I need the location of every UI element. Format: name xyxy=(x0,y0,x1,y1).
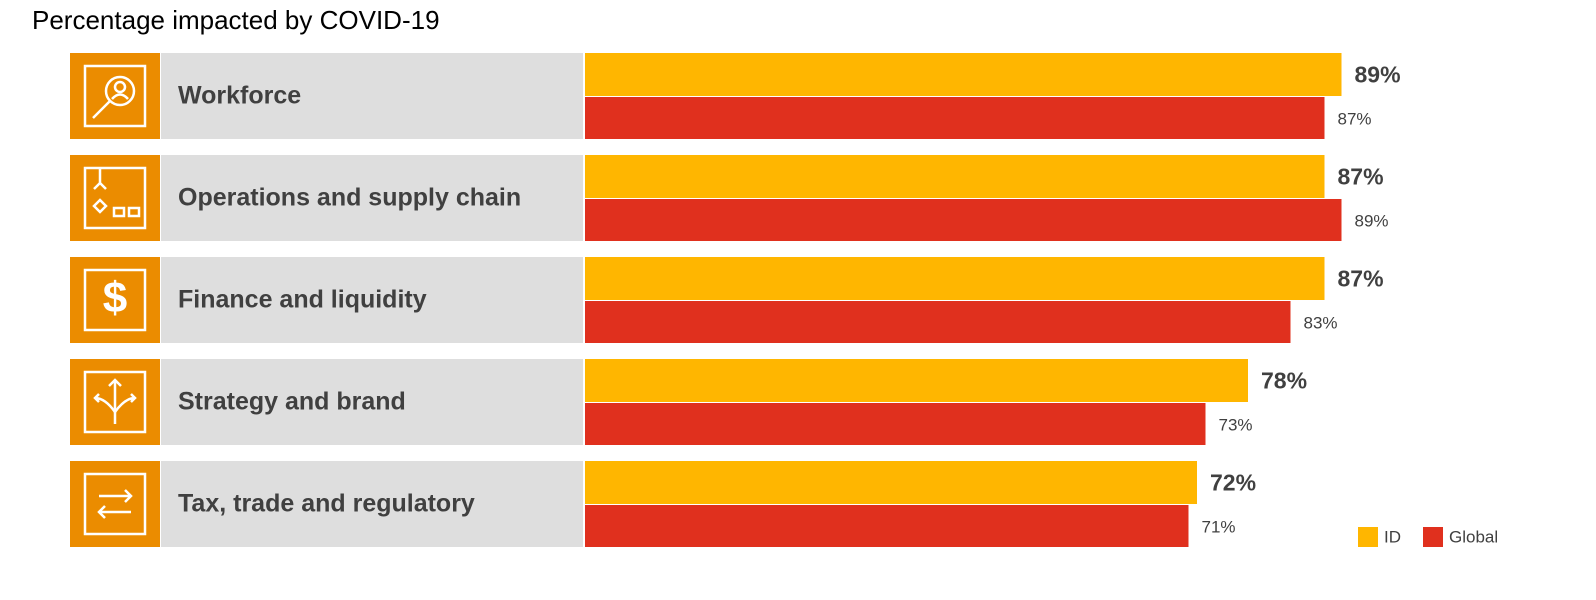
value-label: 78% xyxy=(1261,368,1307,394)
legend-swatch xyxy=(1358,527,1378,547)
icon-operations xyxy=(83,166,147,230)
value-label: 83% xyxy=(1304,313,1338,332)
value-label: 87% xyxy=(1338,164,1384,190)
legend-label: ID xyxy=(1384,527,1401,546)
category-label: Workforce xyxy=(178,82,301,110)
bar xyxy=(585,199,1342,241)
bar xyxy=(585,53,1342,96)
icon-tax xyxy=(83,472,147,536)
label-box xyxy=(161,359,583,445)
bar xyxy=(585,155,1325,198)
icon-strategy xyxy=(83,370,147,434)
label-box xyxy=(161,155,583,241)
category-label: Operations and supply chain xyxy=(178,184,521,212)
label-box xyxy=(161,461,583,547)
bar xyxy=(585,257,1325,300)
icon-finance: $ xyxy=(83,268,147,332)
label-box xyxy=(161,257,583,343)
value-label: 71% xyxy=(1202,517,1236,536)
value-label: 87% xyxy=(1338,266,1384,292)
icons: $ xyxy=(83,64,147,536)
category-label: Strategy and brand xyxy=(178,388,406,416)
value-label: 72% xyxy=(1210,470,1256,496)
bar xyxy=(585,97,1325,139)
bar xyxy=(585,359,1248,402)
legend-label: Global xyxy=(1449,527,1498,546)
bar xyxy=(585,505,1189,547)
category-label: Tax, trade and regulatory xyxy=(178,490,475,518)
legend-swatch xyxy=(1423,527,1443,547)
value-label: 89% xyxy=(1355,211,1389,230)
svg-text:$: $ xyxy=(103,274,127,323)
value-label: 87% xyxy=(1338,109,1372,128)
label-box xyxy=(161,53,583,139)
value-label: 73% xyxy=(1219,415,1253,434)
icon-workforce xyxy=(83,64,147,128)
bar xyxy=(585,403,1206,445)
value-label: 89% xyxy=(1355,62,1401,88)
category-label: Finance and liquidity xyxy=(178,286,427,314)
bar xyxy=(585,461,1197,504)
chart-title: Percentage impacted by COVID-19 xyxy=(32,5,440,35)
bar xyxy=(585,301,1291,343)
